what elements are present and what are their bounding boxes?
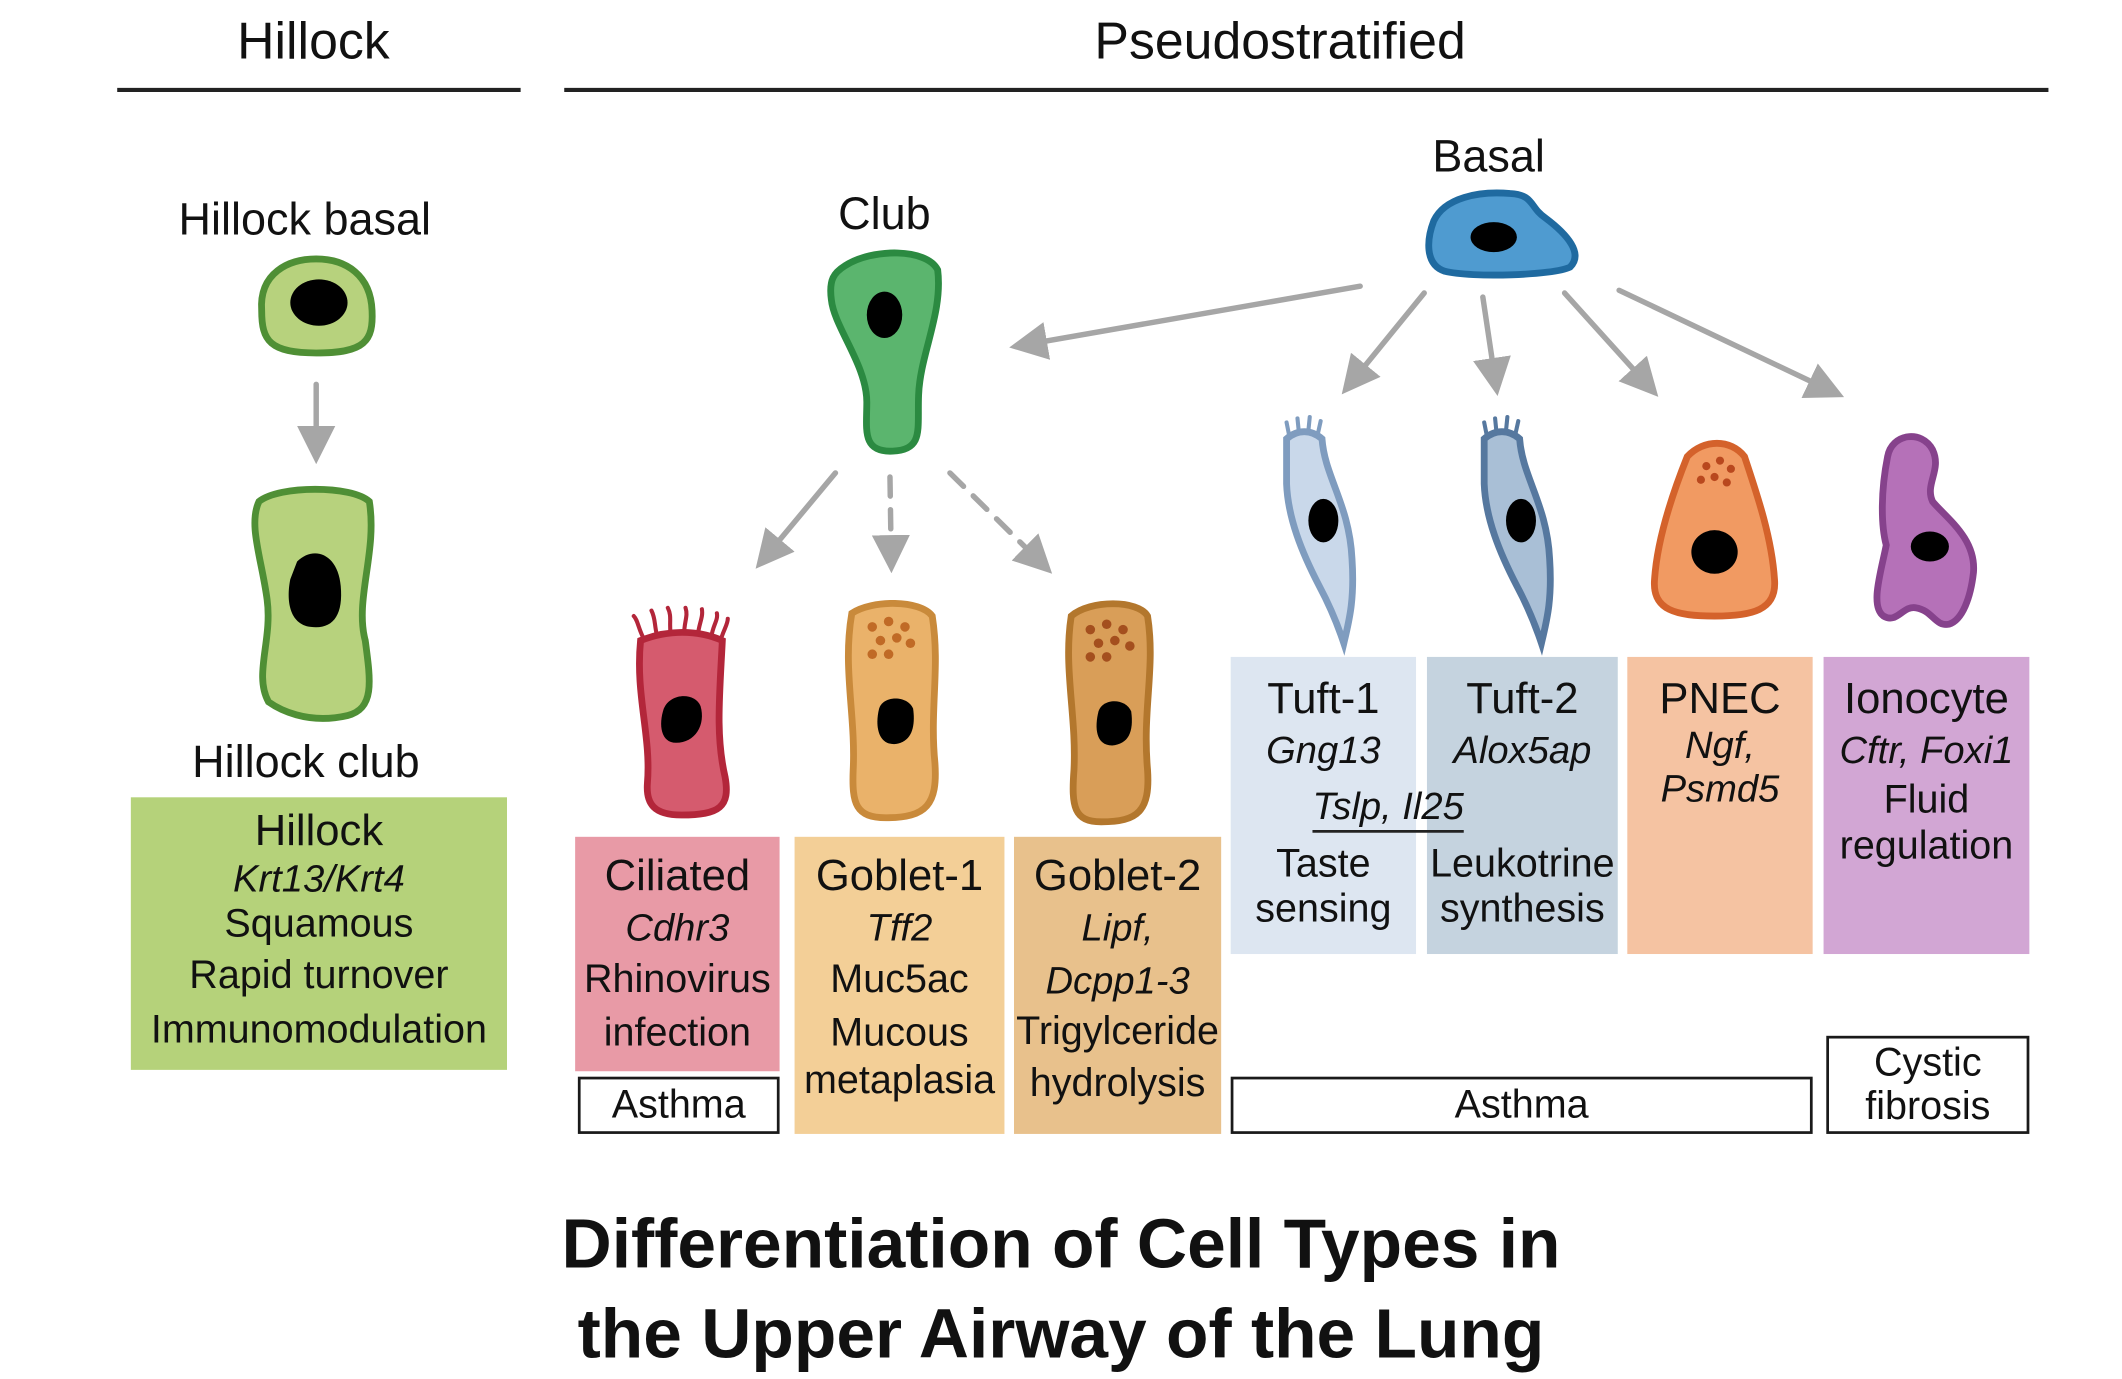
- goblet2-box-gene: Dcpp1-3: [1045, 959, 1190, 1002]
- section-label-pseudostratified: Pseudostratified: [1094, 13, 1466, 71]
- ciliated-box-feature: Rhinovirus: [584, 958, 771, 1002]
- ionocyte-info-box: Ionocyte Cftr, Foxi1 Fluid regulation: [1823, 656, 2030, 955]
- tuft2-info-box: Tuft-2 Alox5ap Leukotrine synthesis: [1426, 656, 1618, 955]
- pnec-box-title: PNEC: [1659, 673, 1781, 723]
- goblet2-info-box: Goblet-2 Lipf, Dcpp1-3 Trigylceride hydr…: [1013, 836, 1222, 1134]
- tuft2-cell: [1480, 415, 1554, 656]
- lineage-arrows: [297, 283, 1845, 574]
- nucleus-icon: [1308, 498, 1339, 543]
- nucleus-icon: [877, 698, 914, 745]
- ciliated-box-gene: Cdhr3: [625, 906, 730, 949]
- nucleus-icon: [1691, 530, 1738, 574]
- granules-icon: [1085, 619, 1135, 662]
- pnec-box-gene: Psmd5: [1660, 767, 1780, 810]
- cell-label-hillock-club: Hillock club: [192, 735, 420, 787]
- cell-label-club: Club: [838, 188, 931, 239]
- hillock-box-feature: Rapid turnover: [189, 954, 449, 998]
- cell-label-basal: Basal: [1432, 130, 1545, 182]
- nucleus-icon: [1470, 222, 1517, 253]
- goblet2-box-title: Goblet-2: [1033, 850, 1202, 900]
- goblet2-box-gene: Lipf,: [1081, 906, 1154, 949]
- arrow-basal-to-ionocyte: [1616, 287, 1845, 399]
- goblet1-box-title: Goblet-1: [815, 850, 984, 900]
- nucleus-icon: [866, 291, 903, 338]
- disease-box-ciliated-asthma: Asthma: [577, 1076, 780, 1134]
- figure-title-line: the Upper Airway of the Lung: [577, 1294, 1545, 1373]
- arrow-basal-to-tuft1: [1341, 290, 1427, 395]
- figure-title: Differentiation of Cell Types in the Upp…: [0, 1199, 2122, 1379]
- ciliated-box-title: Ciliated: [604, 850, 751, 900]
- goblet1-info-box: Goblet-1 Tff2 Muc5ac Mucous metaplasia: [794, 836, 1005, 1134]
- tuft1-box-gene: Gng13: [1266, 728, 1381, 772]
- goblet2-box-feature: hydrolysis: [1029, 1061, 1206, 1106]
- pnec-box-gene: Ngf,: [1684, 723, 1755, 766]
- tuft1-box-title: Tuft-1: [1267, 673, 1380, 723]
- goblet2-cell: [1065, 600, 1154, 826]
- disease-label: Asthma: [611, 1083, 746, 1127]
- disease-label: Asthma: [1454, 1083, 1589, 1127]
- arrow-club-to-goblet1: [871, 474, 910, 574]
- cell-label-hillock-basal: Hillock basal: [178, 193, 432, 244]
- goblet1-box-feature: metaplasia: [803, 1059, 996, 1103]
- nucleus-icon: [1910, 531, 1949, 562]
- goblet1-cell: [845, 600, 939, 822]
- arrow-basal-to-tuft2: [1473, 294, 1511, 396]
- arrow-basal-to-pnec: [1561, 290, 1659, 397]
- hillock-info-box: Hillock Krt13/Krt4 Squamous Rapid turnov…: [130, 797, 507, 1070]
- hillock-box-feature: Immunomodulation: [150, 1008, 487, 1052]
- arrow-club-to-goblet2: [947, 470, 1053, 574]
- nucleus-icon: [288, 553, 342, 628]
- ciliated-info-box: Ciliated Cdhr3 Rhinovirus infection: [575, 836, 780, 1072]
- hillock-box-gene: Krt13/Krt4: [233, 856, 405, 900]
- hillock-club-cell: [251, 485, 375, 722]
- arrow-club-to-ciliated: [755, 470, 839, 569]
- arrow-basal-to-club: [1009, 283, 1363, 360]
- club-cell: [827, 249, 942, 455]
- ionocyte-box-gene: Cftr, Foxi1: [1839, 728, 2014, 772]
- tuft2-box-feature: Leukotrine: [1430, 842, 1615, 886]
- disease-label: Cystic: [1874, 1040, 1982, 1085]
- tuft-shared-genes: Tslp, Il25: [1312, 787, 1464, 833]
- hillock-box-feature: Squamous: [224, 902, 414, 947]
- goblet1-box-feature: Mucous: [830, 1011, 969, 1056]
- goblet2-box-feature: Trigylceride: [1016, 1010, 1219, 1054]
- ciliated-box-feature: infection: [603, 1011, 751, 1056]
- tuft1-box-feature: Taste: [1276, 842, 1371, 886]
- disease-box-tuft-asthma: Asthma: [1230, 1076, 1813, 1134]
- pnec-cell: [1651, 440, 1778, 620]
- ionocyte-cell: [1873, 433, 1977, 628]
- tuft1-cell: [1283, 415, 1357, 656]
- granules-icon: [867, 616, 916, 659]
- ciliated-cell: [631, 605, 730, 819]
- goblet1-box-gene: Tff2: [866, 906, 933, 949]
- nucleus-icon: [1096, 701, 1132, 746]
- ionocyte-box-feature: Fluid: [1883, 778, 1970, 823]
- disease-label: fibrosis: [1865, 1084, 1991, 1129]
- tuft2-box-title: Tuft-2: [1466, 673, 1579, 723]
- goblet1-box-feature: Muc5ac: [830, 958, 969, 1002]
- ionocyte-box-feature: regulation: [1839, 824, 2014, 868]
- disease-box-ionocyte-cystic-fibrosis: Cystic fibrosis: [1826, 1035, 2030, 1134]
- granules-icon: [1696, 456, 1735, 487]
- figure-title-line: Differentiation of Cell Types in: [561, 1204, 1561, 1283]
- basal-cell: [1425, 189, 1579, 279]
- nucleus-icon: [290, 279, 348, 326]
- tuft1-info-box: Tuft-1 Gng13 Taste sensing: [1230, 656, 1417, 955]
- tuft2-box-gene: Alox5ap: [1453, 728, 1592, 772]
- tuft1-box-feature: sensing: [1255, 887, 1392, 932]
- hillock-basal-cell: [258, 255, 376, 357]
- nucleus-icon: [1506, 498, 1536, 543]
- section-label-hillock: Hillock: [237, 13, 390, 71]
- nucleus-icon: [661, 696, 702, 743]
- ionocyte-box-title: Ionocyte: [1844, 673, 2009, 723]
- tuft2-box-feature: synthesis: [1439, 887, 1605, 932]
- hillock-box-title: Hillock: [254, 805, 384, 855]
- pnec-info-box: PNEC Ngf, Psmd5: [1627, 656, 1813, 955]
